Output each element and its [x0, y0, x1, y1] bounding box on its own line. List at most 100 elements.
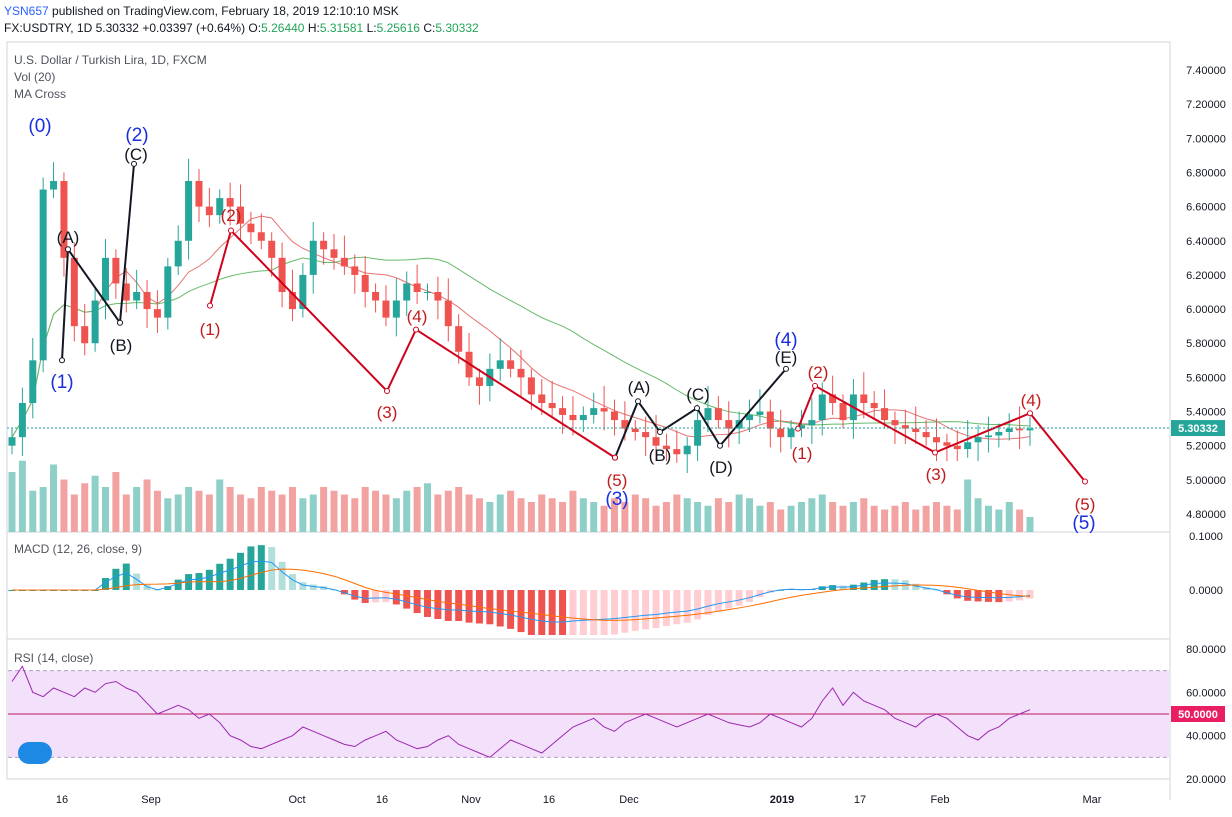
macd-histogram-bar: [881, 579, 889, 590]
macd-histogram-bar: [704, 590, 712, 616]
macd-histogram-bar: [621, 590, 629, 633]
macd-histogram-bar: [642, 590, 650, 630]
open-label: O:: [248, 21, 262, 35]
macd-histogram-bar: [174, 579, 182, 590]
low-label: L:: [366, 21, 377, 35]
macd-histogram-bar: [361, 590, 369, 603]
macd-histogram-bar: [382, 590, 390, 603]
volume-bar: [1016, 509, 1024, 532]
macd-histogram-bar: [912, 583, 920, 590]
macd-histogram-bar: [870, 579, 878, 590]
macd-histogram-bar: [527, 590, 535, 635]
wave-label: (B): [649, 446, 672, 465]
candle-body: [257, 232, 265, 241]
volume-bar: [964, 479, 972, 532]
chart-canvas[interactable]: U.S. Dollar / Turkish Lira, 1D, FXCM Vol…: [0, 40, 1232, 817]
price-tick-label: 6.80000: [1186, 167, 1226, 179]
volume-bar: [746, 498, 754, 532]
volume-bar: [631, 494, 639, 532]
wave-label: (5): [1072, 513, 1095, 534]
volume-bar: [891, 505, 899, 532]
candle-body: [507, 360, 515, 369]
candle-body: [205, 206, 213, 216]
volume-bar: [662, 502, 670, 532]
wave-point: [65, 246, 71, 253]
candle-body: [600, 408, 608, 412]
candle-body: [870, 403, 878, 409]
candle-body: [101, 257, 109, 301]
candle-body: [538, 394, 546, 403]
volume-bar: [413, 487, 421, 532]
wave-label: (4): [774, 330, 797, 351]
volume-bar: [808, 498, 816, 532]
price-tick-label: 6.20000: [1186, 270, 1226, 282]
candle-body: [403, 283, 411, 301]
main-pane[interactable]: [6, 41, 1171, 533]
candle-body: [548, 403, 556, 409]
volume-bar: [933, 502, 941, 532]
macd-histogram-bar: [694, 590, 702, 620]
candle-body: [984, 435, 992, 438]
candle-body: [226, 198, 234, 207]
wave-label: (E): [775, 348, 798, 367]
wave-label: (A): [628, 378, 651, 397]
candle-body: [164, 266, 172, 318]
candle-body: [340, 257, 348, 267]
macd-histogram-bar: [278, 561, 286, 590]
candle-body: [18, 403, 26, 438]
time-tick-label: Dec: [619, 794, 639, 806]
macd-histogram-bar: [662, 590, 670, 627]
last-price-badge: [1171, 420, 1225, 437]
macd-histogram-bar: [133, 573, 141, 590]
wave-label: (A): [57, 228, 80, 247]
macd-line: [12, 560, 1031, 623]
volume-bar: [829, 502, 837, 532]
candle-body: [881, 408, 889, 421]
candle-body: [1026, 428, 1034, 431]
volume-bar: [538, 494, 546, 532]
rsi-tick-label: 40.0000: [1186, 731, 1226, 743]
ma-slow-line: [11, 256, 1031, 438]
volume-bar: [195, 490, 203, 532]
candle-body: [320, 240, 328, 250]
macd-histogram-bar: [548, 590, 556, 635]
rsi-tick-label: 60.0000: [1186, 687, 1226, 699]
macd-histogram-bar: [590, 590, 598, 635]
macd-histogram-bar: [434, 590, 442, 619]
symbol-label: FX:USDTRY, 1D: [4, 21, 93, 35]
tradingview-logo[interactable]: [18, 742, 52, 764]
candle-body: [662, 445, 670, 450]
volume-bar: [247, 498, 255, 532]
wave-point: [413, 326, 419, 333]
macd-histogram-bar: [579, 590, 587, 635]
macd-histogram-bar: [714, 590, 722, 612]
volume-bar: [237, 494, 245, 532]
author-link[interactable]: YSN657: [4, 4, 49, 18]
volume-bar: [984, 505, 992, 532]
wave-label: (C): [124, 145, 148, 164]
price-tick-label: 7.40000: [1186, 65, 1226, 77]
wave-label: (1): [50, 372, 73, 393]
candle-body: [91, 300, 99, 344]
wave-point: [694, 405, 700, 412]
macd-histogram-bar: [392, 590, 400, 605]
wave-point: [812, 382, 818, 389]
rsi-line: [11, 665, 1031, 758]
volume-bar: [704, 505, 712, 532]
volume-bar: [216, 479, 224, 532]
volume-bar: [226, 487, 234, 532]
candle-body: [413, 283, 421, 292]
candle-body: [704, 408, 712, 421]
time-tick-label: 2019: [770, 794, 794, 806]
candle-body: [974, 437, 982, 443]
macd-histogram-bar: [143, 584, 151, 590]
candle-body: [818, 394, 826, 421]
volume-bar: [382, 494, 390, 532]
candle-body: [216, 198, 224, 216]
volume-bar: [590, 502, 598, 532]
candle-body: [569, 414, 577, 421]
candle-body: [901, 425, 909, 429]
wave-label: (4): [1021, 391, 1042, 410]
volume-bar: [974, 498, 982, 532]
wave-label: (3): [377, 403, 398, 422]
